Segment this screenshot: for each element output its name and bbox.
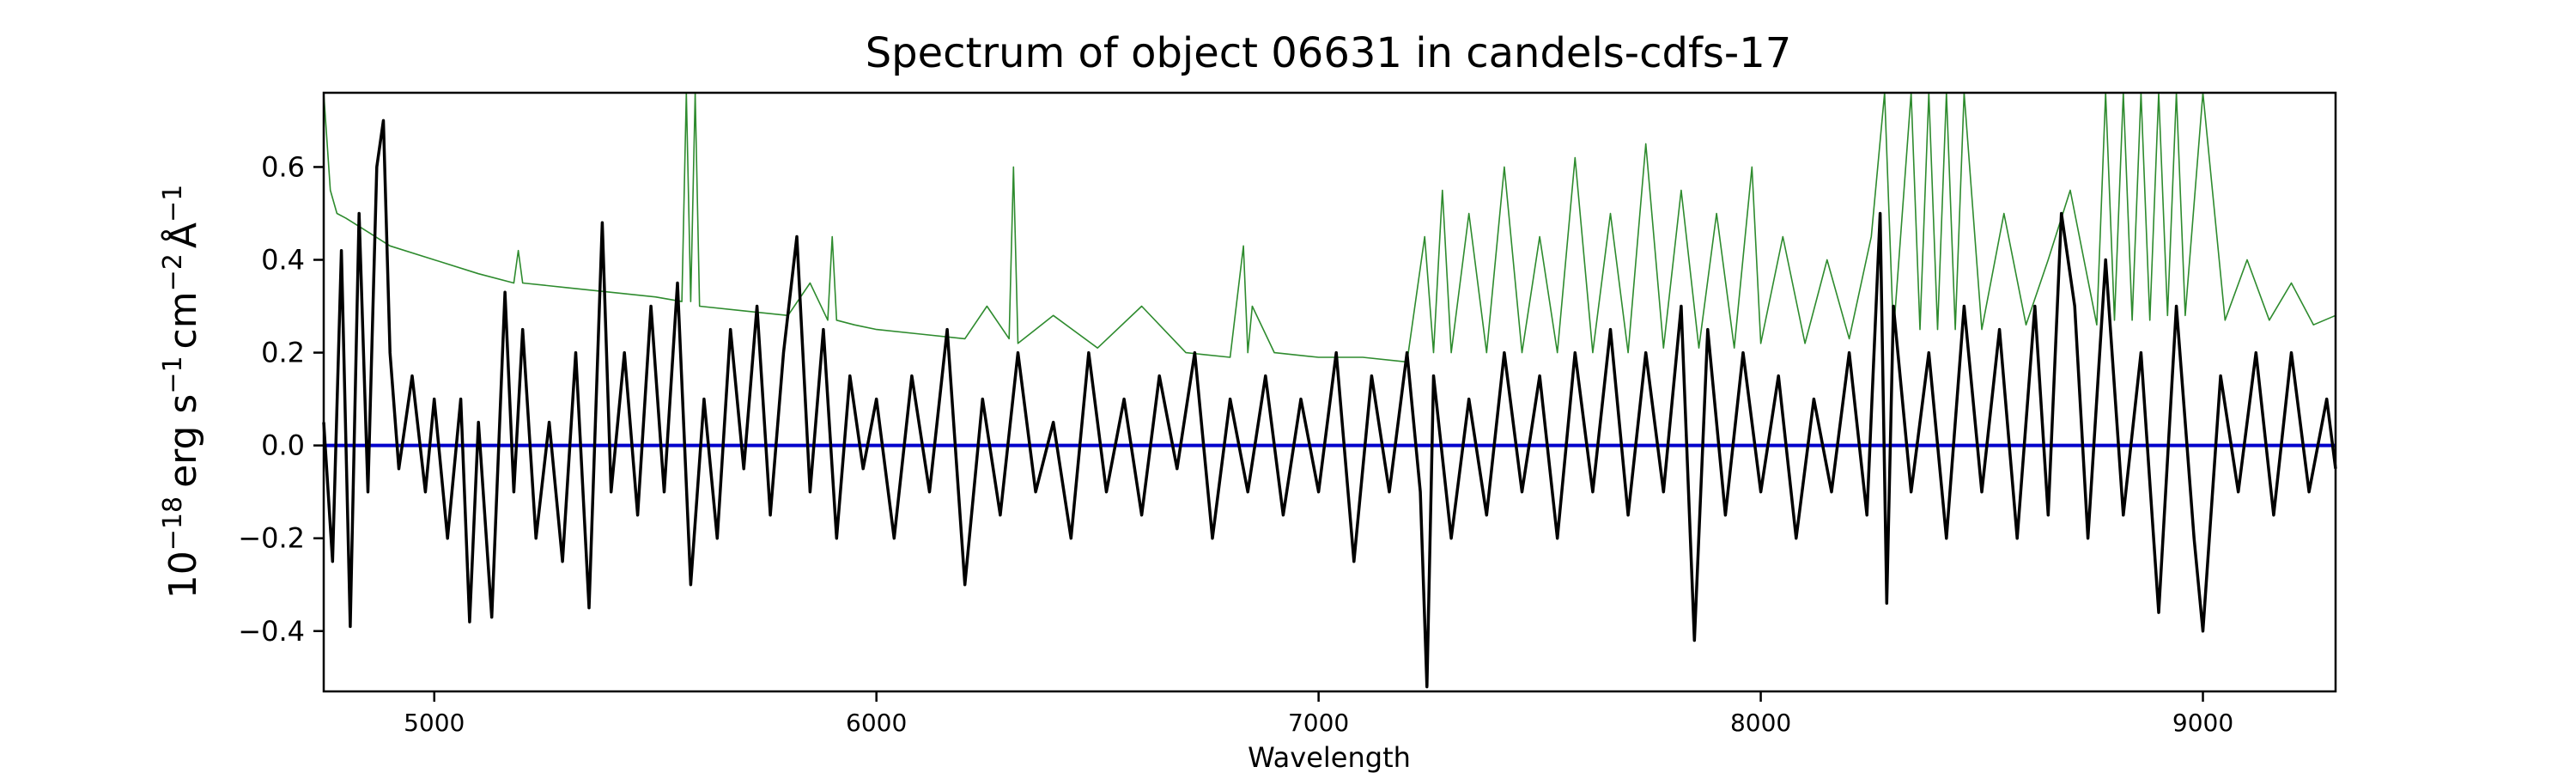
- y-label-angstrom: Å: [160, 222, 205, 248]
- chart-title: Spectrum of object 06631 in candels-cdfs…: [866, 29, 1792, 77]
- y-label-cm-exp: −2: [158, 253, 188, 291]
- y-tick-label: 0.6: [261, 150, 305, 183]
- y-label-cm: cm: [161, 291, 205, 349]
- x-axis-label: Wavelength: [1248, 741, 1411, 773]
- y-tick-label: 0.4: [261, 244, 305, 277]
- y-label-angstrom-exp: −1: [158, 185, 188, 222]
- plot-area: [322, 91, 2337, 693]
- y-label-s-exp: −1: [158, 356, 188, 393]
- x-axis-ticks: 5000 6000 7000 8000 9000: [404, 691, 2233, 737]
- y-tick-label: −0.4: [238, 615, 305, 648]
- y-label-base: 10: [161, 551, 205, 599]
- y-tick-label: −0.2: [238, 522, 305, 555]
- x-tick-label: 7000: [1288, 709, 1349, 737]
- y-tick-label: 0.0: [261, 429, 305, 462]
- series-layer: [322, 92, 2337, 689]
- series-line-1: [323, 92, 2336, 363]
- y-axis-ticks: −0.4 −0.2 0.0 0.2 0.4 0.6: [238, 150, 324, 648]
- x-tick-label: 8000: [1730, 709, 1791, 737]
- y-tick-label: 0.2: [261, 337, 305, 369]
- x-tick-label: 6000: [846, 709, 907, 737]
- x-tick-label: 9000: [2172, 709, 2233, 737]
- y-axis-label: 10−18erg s−1cm−2Å−1: [158, 185, 206, 599]
- plot-frame: [322, 91, 2337, 693]
- y-label-base-exp: −18: [158, 496, 188, 551]
- y-label-erg: erg s: [161, 394, 205, 488]
- series-line-0: [322, 119, 2337, 689]
- x-tick-label: 5000: [404, 709, 465, 737]
